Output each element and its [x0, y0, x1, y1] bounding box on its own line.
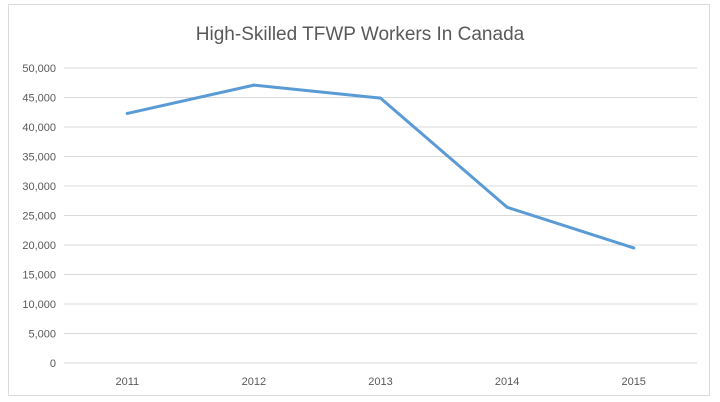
data-point [379, 96, 382, 100]
data-point [125, 111, 129, 115]
y-tick-label: 20,000 [22, 240, 56, 252]
chart-container: High-Skilled TFWP Workers In Canada 0 5,0… [8, 4, 710, 396]
y-tick-label: 15,000 [22, 270, 56, 282]
x-tick-label: 2013 [368, 376, 392, 388]
y-tick-label: 25,000 [22, 211, 56, 223]
x-tick-label: 2015 [621, 376, 645, 388]
y-tick-label: 30,000 [22, 181, 56, 193]
y-tick-label: 10,000 [22, 299, 56, 311]
y-tick-label: 0 [50, 358, 56, 370]
data-point [632, 246, 636, 250]
data-point [505, 205, 509, 209]
x-tick-label: 2011 [115, 376, 139, 388]
y-tick-label: 5,000 [28, 329, 56, 341]
x-tick-label: 2014 [495, 376, 519, 388]
y-tick-label: 50,000 [22, 63, 56, 75]
x-tick-label: 2012 [242, 376, 266, 388]
line-chart: 0 5,000 10,000 15,000 20,000 25,000 30,000 35,0… [22, 63, 697, 388]
series-line [125, 83, 636, 250]
y-tick-label: 45,000 [22, 93, 56, 105]
data-point [252, 83, 256, 87]
y-tick-label: 35,000 [22, 152, 56, 164]
chart-title: High-Skilled TFWP Workers In Canada [195, 24, 525, 45]
y-tick-label: 40,000 [22, 122, 56, 134]
